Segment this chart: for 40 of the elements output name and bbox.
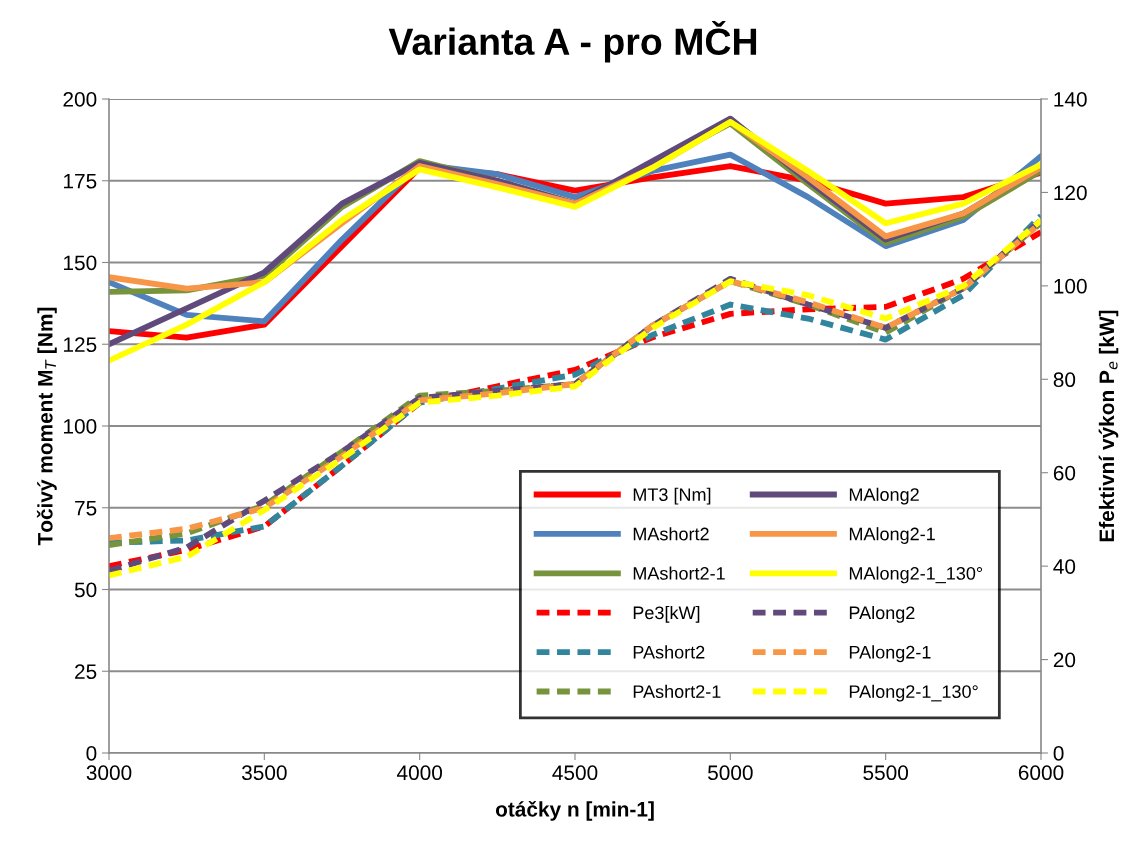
y-tick-label: 150	[64, 255, 97, 271]
y-tick-label: 25	[75, 664, 97, 679]
x-tick-label: 5500	[863, 765, 909, 781]
legend-label: MAlong2	[849, 487, 919, 505]
y2-tick-label: 0	[1053, 746, 1064, 761]
x-axis-title: otáčky n [min-1]	[495, 800, 654, 821]
y-tick-label: 100	[64, 419, 97, 434]
x-tick-label: 4500	[552, 765, 598, 781]
y2-tick-label: 120	[1054, 185, 1087, 201]
x-tick-label: 5000	[708, 765, 753, 781]
x-tick-label: 3000	[86, 765, 132, 781]
y-axis-title: Točivý moment M$_{T}$ [Nm]	[36, 307, 57, 546]
legend-label: MAshort2-1	[633, 566, 725, 580]
y2-tick-label: 20	[1053, 652, 1076, 668]
chart-title: Varianta A - pro MČH	[388, 21, 757, 63]
legend-label: MAshort2	[633, 527, 709, 541]
legend-label: MT3 [Nm]	[633, 487, 711, 505]
legend-label: PAlong2-1_130°	[849, 684, 978, 702]
y-tick-label: 75	[75, 500, 97, 516]
y2-tick-label: 100	[1054, 278, 1087, 294]
legend-label: PAlong2-1	[849, 645, 931, 663]
y2-tick-label: 60	[1053, 465, 1076, 481]
x-tick-label: 3500	[241, 765, 287, 781]
y2-tick-label: 140	[1054, 92, 1087, 107]
y-tick-label: 50	[74, 582, 97, 598]
y-tick-label: 0	[86, 746, 97, 761]
y2-tick-label: 40	[1053, 559, 1076, 574]
legend-label: MAlong2-1	[849, 527, 935, 544]
x-tick-label: 4000	[396, 765, 443, 781]
y-tick-label: 200	[63, 92, 97, 107]
y2-tick-label: 80	[1053, 372, 1076, 388]
y-tick-label: 175	[64, 173, 97, 189]
legend-label: PAshort2-1	[633, 684, 721, 698]
x-tick-label: 6000	[1018, 765, 1064, 781]
legend-label: Pe3[kW]	[633, 605, 700, 623]
legend-label: PAlong2	[849, 605, 915, 623]
y2-axis-title: Efektivní výkon P$_{e}$ [kW]	[1098, 310, 1119, 542]
legend-label: MAlong2-1_130°	[849, 566, 983, 584]
legend-label: PAshort2	[633, 645, 705, 659]
y-tick-label: 125	[64, 337, 97, 352]
